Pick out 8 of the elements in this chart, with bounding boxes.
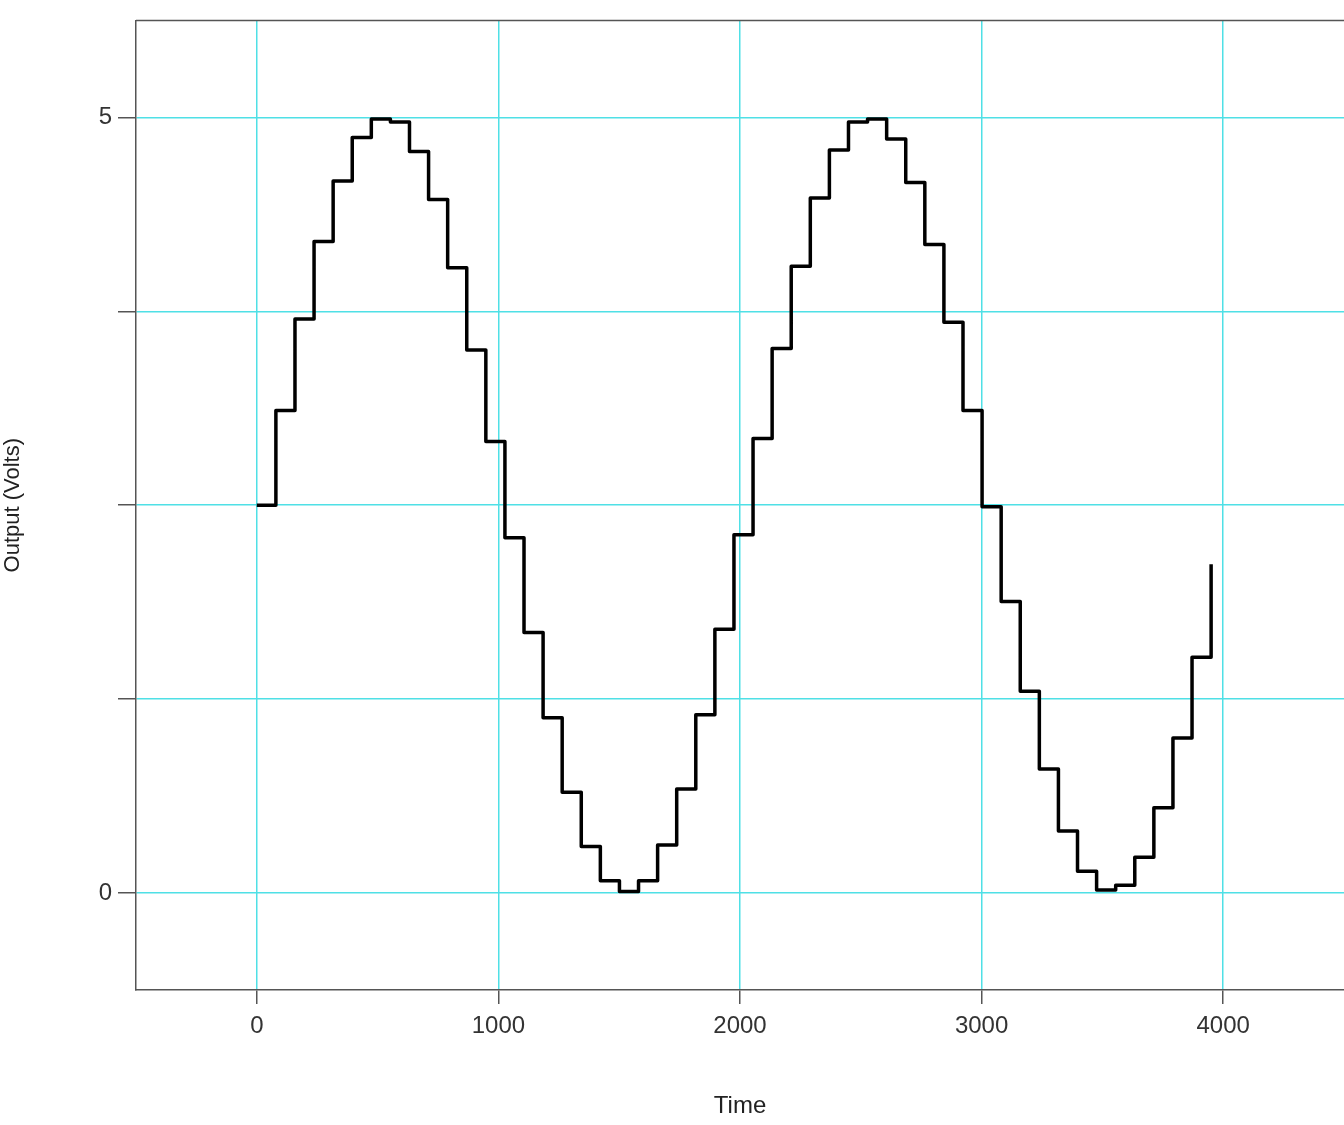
- x-tick-label: 0: [250, 1011, 264, 1039]
- x-tick-label: 3000: [954, 1011, 1009, 1039]
- y-axis-title: Output (Volts): [0, 437, 25, 573]
- x-tick-label: 1000: [471, 1011, 526, 1039]
- x-tick-label: 4000: [1196, 1011, 1250, 1039]
- x-axis-title: Time: [713, 1091, 767, 1119]
- x-tick-label: 2000: [713, 1011, 767, 1039]
- y-tick-label: 5: [98, 101, 112, 129]
